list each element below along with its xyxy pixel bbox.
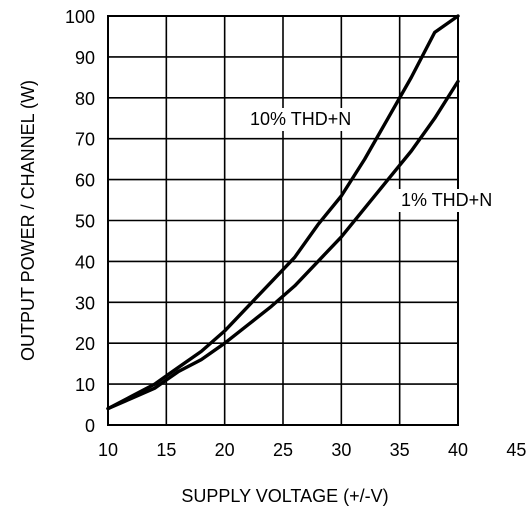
- x-tick-label: 35: [390, 440, 410, 460]
- series-line-1: [106, 14, 460, 411]
- y-tick-label: 80: [75, 89, 95, 109]
- series-line-2: [106, 79, 460, 411]
- series-labels: 10% THD+N 1% THD+N: [247, 108, 516, 212]
- series-label-2: 1% THD+N: [401, 190, 492, 210]
- y-tick-label: 20: [75, 334, 95, 354]
- x-tick-label: 40: [448, 440, 468, 460]
- x-axis-title: SUPPLY VOLTAGE (+/-V): [181, 486, 388, 506]
- y-axis-title: OUTPUT POWER / CHANNEL (W): [18, 80, 38, 361]
- y-tick-label: 10: [75, 375, 95, 395]
- x-tick-label: 30: [331, 440, 351, 460]
- y-tick-label: 100: [65, 7, 95, 27]
- series-layer: [106, 14, 460, 411]
- series-label-background: [247, 108, 365, 131]
- y-tick-label: 50: [75, 212, 95, 232]
- y-tick-label: 60: [75, 171, 95, 191]
- x-tick-label: 15: [156, 440, 176, 460]
- series-label-background: [398, 189, 516, 212]
- x-tick-label: 25: [273, 440, 293, 460]
- y-tick-label: 90: [75, 48, 95, 68]
- grid: [108, 16, 458, 425]
- plot-frame: [107, 15, 459, 426]
- series-label-1: 10% THD+N: [250, 109, 351, 129]
- x-tick-label: 20: [215, 440, 235, 460]
- y-tick-label: 70: [75, 130, 95, 150]
- x-tick-label: 10: [98, 440, 118, 460]
- y-tick-label: 40: [75, 252, 95, 272]
- x-tick-label: 45: [506, 440, 526, 460]
- y-tick-label: 0: [85, 416, 95, 436]
- y-tick-label: 30: [75, 293, 95, 313]
